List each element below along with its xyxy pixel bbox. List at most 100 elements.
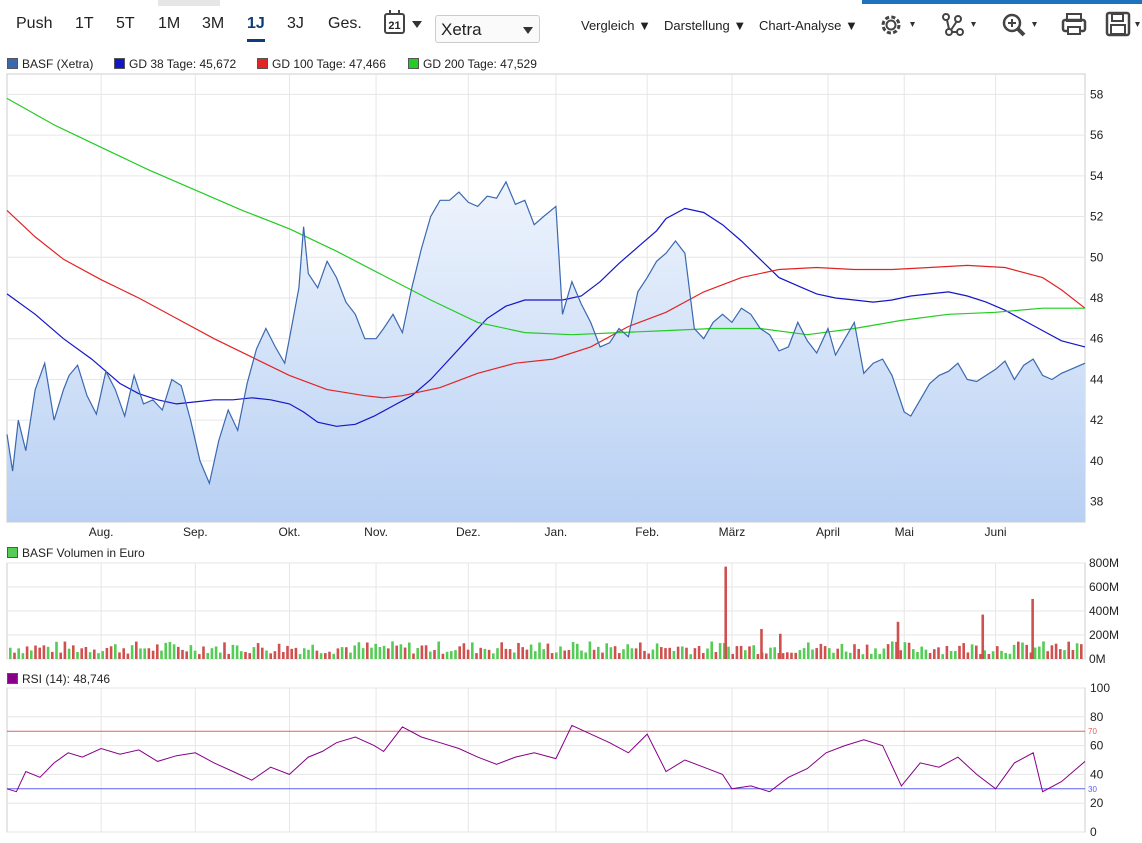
menu-vergleich[interactable]: Vergleich ▼ — [581, 18, 651, 33]
volume-bar — [206, 653, 209, 659]
period-1j[interactable]: 1J — [247, 15, 265, 42]
exchange-select[interactable]: Xetra — [435, 15, 540, 43]
rsi-level-label: 70 — [1088, 727, 1097, 736]
volume-bar — [219, 652, 222, 659]
volume-bar — [336, 648, 340, 659]
volume-bar — [147, 648, 151, 659]
legend-swatch — [408, 58, 419, 69]
volume-bar — [370, 647, 373, 659]
period-ges[interactable]: Ges. — [328, 15, 362, 32]
save-icon[interactable] — [1104, 10, 1142, 40]
menu-label: Vergleich — [581, 18, 635, 33]
volume-bar — [244, 651, 247, 659]
volume-bar — [34, 645, 37, 659]
print-icon[interactable] — [1060, 10, 1090, 40]
volume-bar — [609, 647, 613, 659]
volume-bar — [865, 644, 869, 659]
legend-swatch — [257, 58, 268, 69]
period-3m[interactable]: 3M — [202, 15, 225, 32]
volume-bar — [93, 649, 96, 659]
volume-bar — [735, 646, 739, 659]
volume-bar — [681, 646, 684, 659]
volume-bar — [17, 648, 20, 659]
volume-bar — [504, 648, 508, 659]
volume-bar — [67, 648, 71, 659]
menu-chart-analyse[interactable]: Chart-Analyse ▼ — [759, 18, 858, 33]
volume-bar — [924, 649, 928, 659]
volume-bar — [828, 648, 831, 659]
volume-bar — [223, 642, 226, 659]
gd100-line — [6, 209, 1086, 399]
gear-icon[interactable] — [878, 10, 922, 40]
menu-darstellung[interactable]: Darstellung ▼ — [664, 18, 747, 33]
plot-frame — [6, 73, 1086, 523]
volume-bar — [210, 648, 214, 659]
volume-bar — [227, 653, 230, 659]
volume-bar — [471, 642, 474, 659]
rsi-chart: 0 20 40 60 80 100 70 30 — [6, 681, 1110, 839]
period-1t[interactable]: 1T — [75, 15, 94, 32]
volume-bar — [345, 647, 348, 659]
volume-bar — [760, 652, 764, 659]
volume-bar — [156, 644, 159, 659]
volume-bar — [802, 648, 806, 659]
volume-bar — [231, 644, 235, 659]
y-tick-label: 46 — [1090, 332, 1104, 346]
volume-bar — [630, 648, 634, 659]
volume-bar — [416, 648, 419, 659]
y-tick-label: 800M — [1089, 556, 1119, 570]
period-3j[interactable]: 3J — [287, 15, 304, 32]
volume-bar — [256, 643, 260, 659]
volume-bar — [399, 644, 403, 659]
volume-bar — [42, 645, 46, 659]
volume-bar — [500, 642, 503, 659]
volume-bar — [1063, 650, 1066, 659]
calendar-icon[interactable]: 21 — [384, 10, 405, 34]
volume-bar — [353, 645, 356, 659]
volume-bar — [508, 649, 512, 659]
volume-bar — [1075, 643, 1079, 659]
x-tick-label: Juni — [985, 525, 1007, 539]
volume-bar — [899, 650, 902, 659]
legend-swatch — [114, 58, 125, 69]
volume-bar — [1033, 647, 1037, 659]
volume-bar — [983, 650, 986, 659]
indicators-icon[interactable] — [940, 10, 984, 40]
volume-bar — [996, 646, 999, 659]
volume-bar — [445, 651, 449, 659]
volume-bar — [496, 648, 499, 659]
legend-volume: BASF Volumen in Euro — [7, 546, 145, 560]
y-tick-label: 50 — [1090, 250, 1104, 264]
volume-bar — [1080, 644, 1083, 659]
volume-bar — [550, 653, 554, 659]
volume-bar — [1067, 641, 1070, 659]
volume-bar — [466, 649, 470, 659]
period-5t[interactable]: 5T — [116, 15, 135, 32]
volume-bar — [819, 643, 823, 659]
volume-bar — [840, 643, 844, 659]
zoom-icon[interactable] — [1000, 10, 1044, 40]
x-tick-label: Aug. — [89, 525, 114, 539]
volume-bar — [450, 651, 453, 659]
toolbar: Push 1T 5T 1M 3M 1J 3J Ges. 21 Xetra Ver… — [0, 0, 1142, 50]
volume-bar — [702, 653, 705, 659]
volume-bar — [349, 652, 352, 659]
volume-bar — [46, 646, 50, 659]
volume-bar — [319, 653, 323, 659]
volume-bar — [122, 648, 125, 659]
volume-bar — [1071, 650, 1075, 659]
volume-bar — [807, 642, 810, 659]
x-tick-label: Dez. — [456, 525, 481, 539]
volume-bar — [773, 647, 776, 659]
y-tick-label: 38 — [1090, 495, 1104, 509]
chevron-down-icon[interactable] — [412, 21, 422, 28]
period-1m[interactable]: 1M — [158, 15, 181, 32]
x-tick-label: Nov. — [364, 525, 388, 539]
volume-bar — [248, 653, 251, 659]
tab-notch — [158, 0, 220, 6]
period-push[interactable]: Push — [16, 15, 53, 32]
volume-bar — [118, 652, 121, 659]
gd38-line — [6, 207, 1086, 427]
volume-bar — [382, 645, 386, 659]
volume-bar — [63, 641, 67, 659]
